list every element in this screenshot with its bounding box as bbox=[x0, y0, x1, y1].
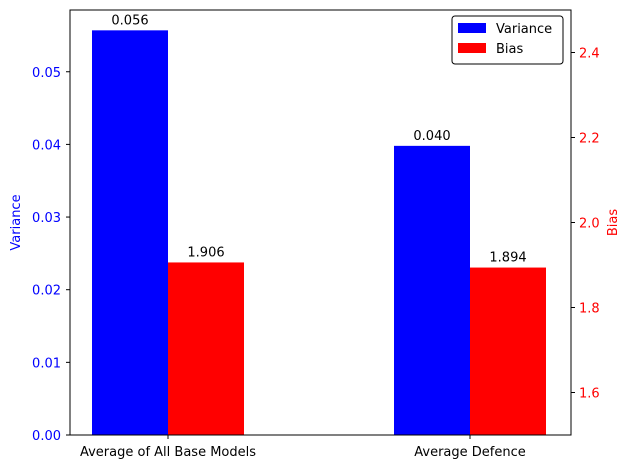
legend-label-variance: Variance bbox=[496, 22, 552, 37]
left-y-axis: 0.00 0.01 0.02 0.03 0.04 0.05 bbox=[32, 66, 70, 444]
bar-bias-1 bbox=[470, 267, 546, 435]
x-tick-label-1: Average Defence bbox=[414, 445, 525, 460]
legend-label-bias: Bias bbox=[496, 42, 523, 57]
left-axis-label: Variance bbox=[9, 194, 24, 250]
x-axis: Average of All Base Models Average Defenc… bbox=[80, 435, 526, 460]
data-label-bias-1: 1.894 bbox=[489, 251, 526, 266]
right-tick-label-1: 1.8 bbox=[579, 302, 600, 317]
right-y-axis: 1.6 1.8 2.0 2.2 2.4 bbox=[571, 47, 600, 402]
left-tick-label-3: 0.03 bbox=[32, 211, 61, 226]
right-tick-label-3: 2.2 bbox=[579, 132, 600, 147]
bars-group bbox=[92, 30, 546, 435]
data-label-variance-0: 0.056 bbox=[111, 13, 148, 28]
data-label-variance-1: 0.040 bbox=[413, 129, 450, 144]
left-tick-label-2: 0.02 bbox=[32, 284, 61, 299]
bar-variance-0 bbox=[92, 30, 168, 435]
left-tick-label-1: 0.01 bbox=[32, 356, 61, 371]
right-axis-label: Bias bbox=[606, 209, 621, 236]
data-labels-group: 0.056 1.906 0.040 1.894 bbox=[111, 13, 526, 265]
legend: Variance Bias bbox=[451, 15, 564, 65]
bar-variance-1 bbox=[394, 145, 470, 435]
data-label-bias-0: 1.906 bbox=[187, 245, 224, 260]
right-tick-label-0: 1.6 bbox=[579, 387, 600, 402]
left-tick-label-5: 0.05 bbox=[32, 66, 61, 81]
left-tick-label-0: 0.00 bbox=[32, 429, 61, 444]
right-tick-label-2: 2.0 bbox=[579, 217, 600, 232]
legend-swatch-bias bbox=[458, 43, 486, 53]
left-tick-label-4: 0.04 bbox=[32, 138, 61, 153]
right-tick-label-4: 2.4 bbox=[579, 47, 600, 62]
x-tick-label-0: Average of All Base Models bbox=[80, 445, 256, 460]
bar-bias-0 bbox=[168, 262, 244, 435]
legend-swatch-variance bbox=[458, 23, 486, 33]
